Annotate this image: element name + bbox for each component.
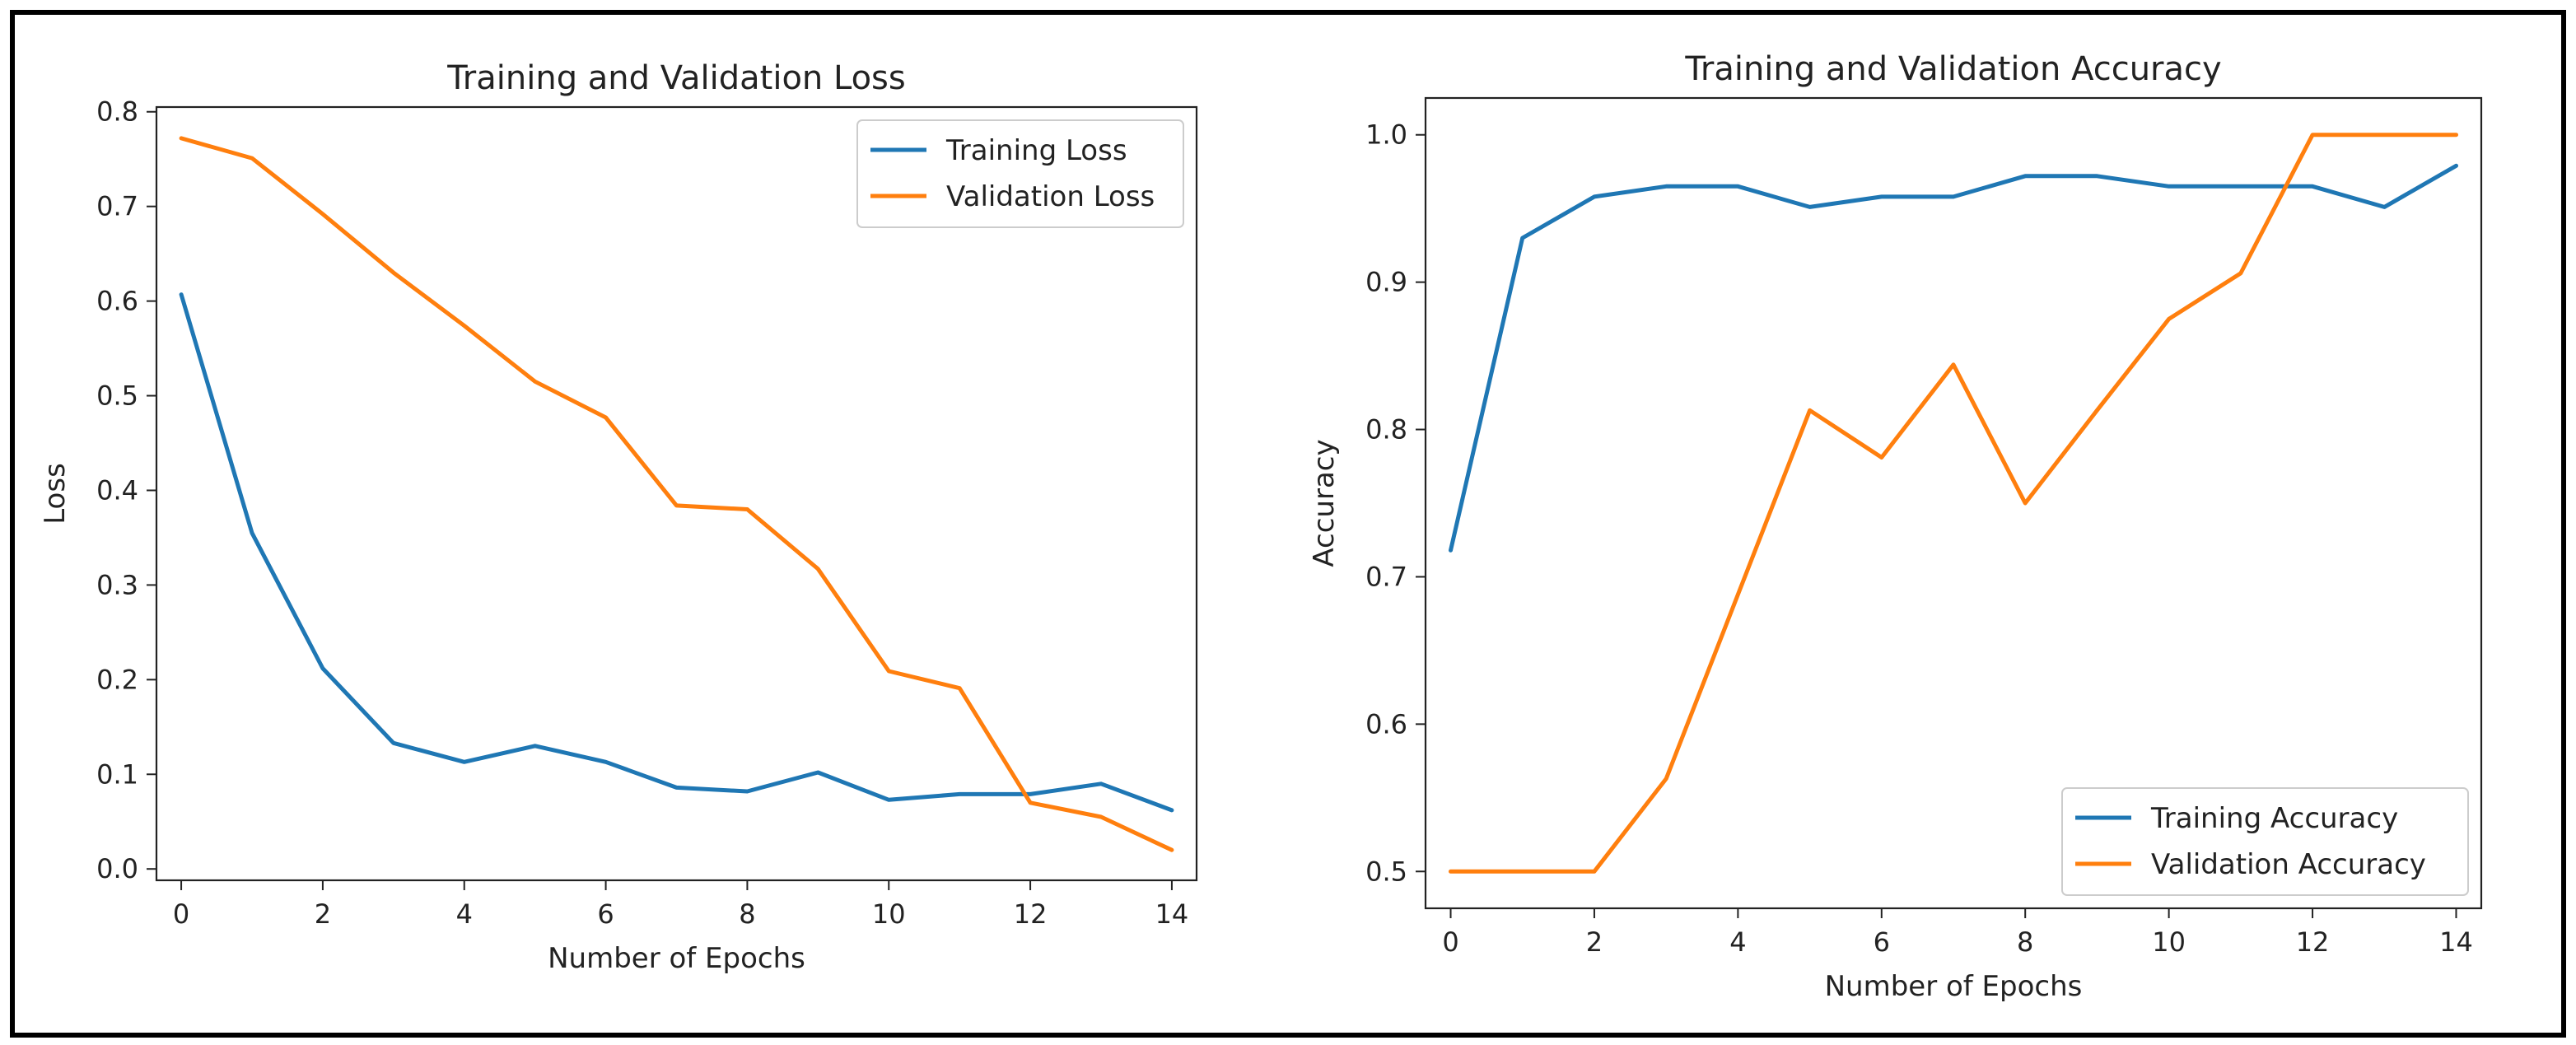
series-training [179, 292, 1174, 813]
legend-label: Validation Accuracy [2151, 848, 2426, 881]
chart-accuracy: Training and Validation Accuracy 0 2 4 6 8 10 1… [1308, 50, 2483, 1003]
x-tick-label: 14 [2439, 926, 2473, 958]
x-tick-label: 2 [1586, 926, 1603, 958]
series-validation [179, 136, 1174, 852]
series-training [1449, 163, 2458, 553]
y-tick-label: 0.1 [96, 758, 138, 790]
y-tick-label: 0.2 [96, 664, 138, 695]
series-line [179, 136, 1174, 852]
figure-canvas: Training and Validation Loss 0 2 4 6 8 10 12 14 0… [39, 50, 2483, 1003]
y-axis-label: Loss [39, 463, 72, 525]
series-line [1449, 133, 2458, 874]
legend-box [2061, 787, 2469, 896]
y-tick-label: 0.3 [96, 569, 138, 600]
y-tick-label: 0.5 [1365, 856, 1407, 887]
plot-area [1424, 96, 2483, 910]
x-tick-label: 10 [872, 898, 906, 930]
x-tick-label: 6 [1874, 926, 1890, 958]
chart-loss: Training and Validation Loss 0 2 4 6 8 10 12 14 0… [39, 59, 1198, 975]
plot-area [155, 105, 1198, 882]
x-tick-label: 14 [1155, 898, 1189, 930]
x-tick-label: 8 [2017, 926, 2033, 958]
y-tick-label: 0.6 [1365, 708, 1407, 739]
x-tick-label: 12 [2296, 926, 2330, 958]
legend: Training Loss Validation Loss [856, 119, 1184, 228]
x-tick-label: 2 [315, 898, 331, 930]
y-tick-label: 0.7 [96, 191, 138, 222]
x-axis-label: Number of Epochs [1825, 970, 2083, 1003]
figure-frame: Training and Validation Loss 0 2 4 6 8 10 12 14 0… [10, 10, 2566, 1038]
y-tick-label: 0.0 [96, 853, 138, 884]
x-tick-label: 0 [1442, 926, 1458, 958]
chart-title: Training and Validation Accuracy [1684, 50, 2221, 88]
legend: Training Accuracy Validation Accuracy [2061, 787, 2469, 896]
x-tick-label: 10 [2152, 926, 2186, 958]
x-tick-label: 8 [739, 898, 755, 930]
x-tick-label: 6 [597, 898, 614, 930]
legend-label: Training Accuracy [2150, 802, 2398, 835]
chart-title: Training and Validation Loss [446, 59, 905, 97]
x-tick-label: 12 [1014, 898, 1048, 930]
series-line [179, 292, 1174, 813]
y-tick-label: 0.5 [96, 380, 138, 412]
y-tick-label: 0.8 [96, 96, 138, 128]
legend-label: Training Loss [945, 134, 1127, 167]
legend-box [856, 119, 1184, 228]
y-tick-label: 1.0 [1365, 119, 1407, 151]
y-tick-label: 0.9 [1365, 267, 1407, 298]
x-tick-label: 4 [456, 898, 473, 930]
legend-label: Validation Loss [946, 180, 1155, 213]
y-axis-label: Accuracy [1308, 439, 1341, 567]
y-tick-label: 0.6 [96, 286, 138, 317]
series-validation [1449, 133, 2458, 874]
y-tick-label: 0.8 [1365, 414, 1407, 446]
x-axis-label: Number of Epochs [548, 942, 805, 975]
x-tick-label: 4 [1729, 926, 1746, 958]
y-tick-label: 0.4 [96, 474, 138, 506]
series-line [1449, 163, 2458, 553]
x-tick-label: 0 [173, 898, 189, 930]
y-tick-label: 0.7 [1365, 561, 1407, 592]
